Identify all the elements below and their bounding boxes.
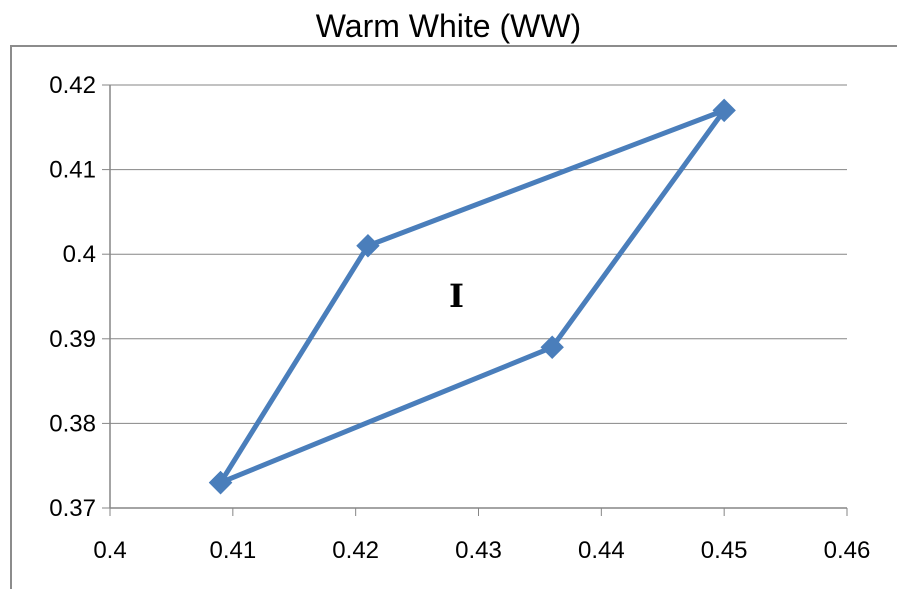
text-cursor-icon: I <box>449 277 464 315</box>
y-tick-label: 0.4 <box>63 241 96 268</box>
chart-title: Warm White (WW) <box>315 8 582 44</box>
x-tick-label: 0.43 <box>455 537 502 564</box>
x-tick-label: 0.44 <box>578 537 625 564</box>
data-point <box>356 234 380 258</box>
axes <box>102 84 848 516</box>
data-point <box>540 335 564 359</box>
y-tick-label: 0.41 <box>49 157 96 184</box>
grid-lines <box>110 84 847 424</box>
x-tick-label: 0.46 <box>824 537 871 564</box>
tick-labels: 0.37 0.38 0.39 0.4 0.41 0.42 0.4 0.41 0.42 0.43 0.… <box>49 72 870 564</box>
x-tick-label: 0.45 <box>701 537 748 564</box>
x-tick-label: 0.41 <box>209 537 256 564</box>
y-tick-label: 0.38 <box>49 410 96 437</box>
data-point <box>208 470 233 495</box>
series-layer <box>208 98 736 495</box>
data-point <box>712 98 736 123</box>
chart-frame <box>10 45 897 589</box>
x-tick-label: 0.42 <box>332 537 379 564</box>
y-tick-label: 0.42 <box>49 72 96 99</box>
y-tick-label: 0.39 <box>49 326 96 353</box>
x-tick-label: 0.4 <box>93 537 126 564</box>
series-line <box>218 107 727 486</box>
y-tick-label: 0.37 <box>49 495 96 522</box>
